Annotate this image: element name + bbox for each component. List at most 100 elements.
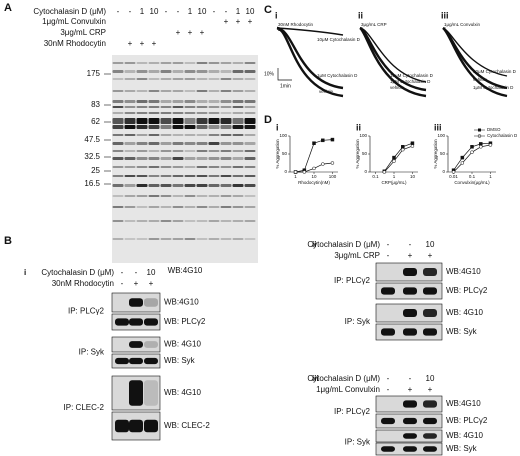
x-tick-label: 1 <box>489 174 492 179</box>
lane-mark: - <box>225 7 228 16</box>
band <box>148 220 160 222</box>
data-point <box>382 170 387 174</box>
band <box>208 70 220 73</box>
y-tick-label: 0 <box>442 169 445 174</box>
band <box>244 70 256 73</box>
band <box>196 166 208 168</box>
mw-marker: 32.5 <box>84 152 100 161</box>
data-point <box>392 159 396 163</box>
lane-mark: + <box>152 39 157 48</box>
y-axis-label: % Aggregation <box>433 139 438 169</box>
band <box>184 100 196 103</box>
band <box>124 125 136 129</box>
band <box>124 166 136 168</box>
band <box>232 195 244 197</box>
trace-label: vehicle <box>473 77 488 82</box>
band <box>136 142 148 145</box>
band <box>184 220 196 222</box>
band <box>124 70 136 73</box>
band <box>196 125 208 129</box>
band <box>172 166 184 168</box>
band <box>232 220 244 222</box>
band <box>244 134 256 136</box>
wb-label: WB: CLEC-2 <box>164 421 210 430</box>
band <box>208 142 220 145</box>
wb-label: WB: 4G10 <box>164 388 201 397</box>
data-point <box>321 162 325 166</box>
band <box>196 62 208 64</box>
band <box>208 184 220 187</box>
band <box>244 78 256 80</box>
band <box>196 175 208 177</box>
band <box>220 150 232 152</box>
band <box>244 195 256 197</box>
lane-mark: + <box>428 385 433 394</box>
dose-response-line <box>384 145 413 173</box>
band <box>129 419 143 433</box>
x-tick-label: 0.01 <box>449 174 458 179</box>
data-point <box>293 170 298 174</box>
band <box>244 142 256 145</box>
band <box>144 419 158 433</box>
band <box>208 100 220 103</box>
band <box>423 446 437 452</box>
data-point <box>312 141 316 145</box>
data-point <box>451 170 456 174</box>
lane-mark: + <box>200 28 205 37</box>
band <box>172 238 184 240</box>
lane-mark: - <box>135 268 138 277</box>
treatment-label: 30nM Rhodocytin <box>44 39 106 48</box>
band <box>381 287 395 295</box>
trace-label: 10μM Cytochalasin D <box>317 37 361 42</box>
band <box>208 150 220 152</box>
lane-mark: - <box>387 251 390 260</box>
axis <box>369 136 418 173</box>
band <box>160 175 172 177</box>
band <box>124 134 136 136</box>
band <box>136 238 148 240</box>
band <box>144 341 158 348</box>
blot-label: WB:4G10 <box>168 266 203 275</box>
band <box>244 238 256 240</box>
wb-label: WB:4G10 <box>164 298 199 307</box>
band <box>136 78 148 80</box>
band <box>184 118 196 124</box>
band <box>148 62 160 64</box>
band <box>160 100 172 103</box>
band <box>112 184 124 187</box>
band <box>148 70 160 73</box>
lane-mark: + <box>188 28 193 37</box>
data-point <box>410 144 415 148</box>
wb-label: WB: PLCγ2 <box>446 286 488 295</box>
trace-label: 10μM Cytochalasin D <box>473 69 517 74</box>
band <box>232 62 244 64</box>
lane-mark: + <box>140 39 145 48</box>
band <box>423 267 437 277</box>
band <box>220 238 232 240</box>
lane-mark: - <box>121 279 124 288</box>
band <box>232 184 244 187</box>
treatment-label: 30nM Rhodocytin <box>52 279 114 288</box>
agonist-label: 1μg/mL Convulxin <box>444 22 480 27</box>
band <box>112 78 124 80</box>
lane-mark: + <box>236 17 241 26</box>
sub-label: iii <box>312 374 319 383</box>
band <box>112 118 124 124</box>
band <box>148 184 160 187</box>
data-point <box>460 161 465 165</box>
band <box>220 206 232 208</box>
lane-mark: - <box>117 7 120 16</box>
data-point <box>460 155 465 160</box>
aggregation-trace <box>276 27 344 36</box>
lane-mark: + <box>428 251 433 260</box>
band <box>184 62 196 64</box>
band <box>136 134 148 136</box>
band <box>112 125 124 129</box>
mw-marker: 47.5 <box>84 135 100 144</box>
band <box>232 112 244 114</box>
band <box>220 90 232 92</box>
band <box>423 433 437 439</box>
lane-mark: 10 <box>150 7 159 16</box>
band <box>381 446 395 452</box>
